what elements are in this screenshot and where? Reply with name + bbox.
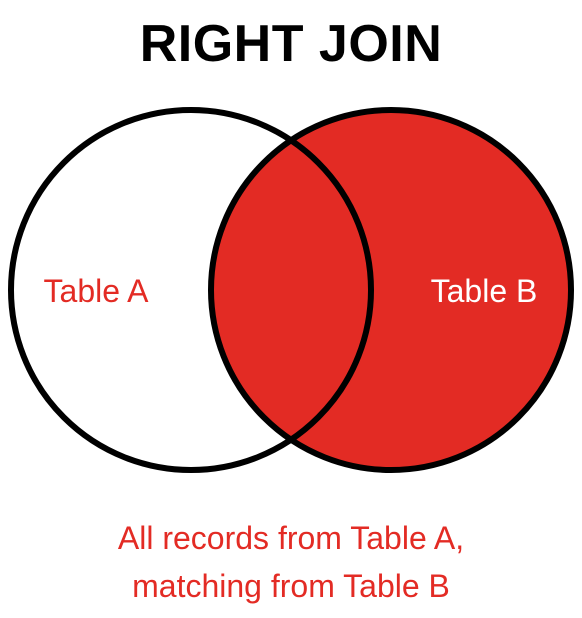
caption-line-1: All records from Table A, [0,514,582,562]
caption-line-2: matching from Table B [0,562,582,610]
table-a-label: Table A [44,273,150,309]
table-b-label: Table B [431,273,538,309]
diagram-caption: All records from Table A, matching from … [0,514,582,610]
